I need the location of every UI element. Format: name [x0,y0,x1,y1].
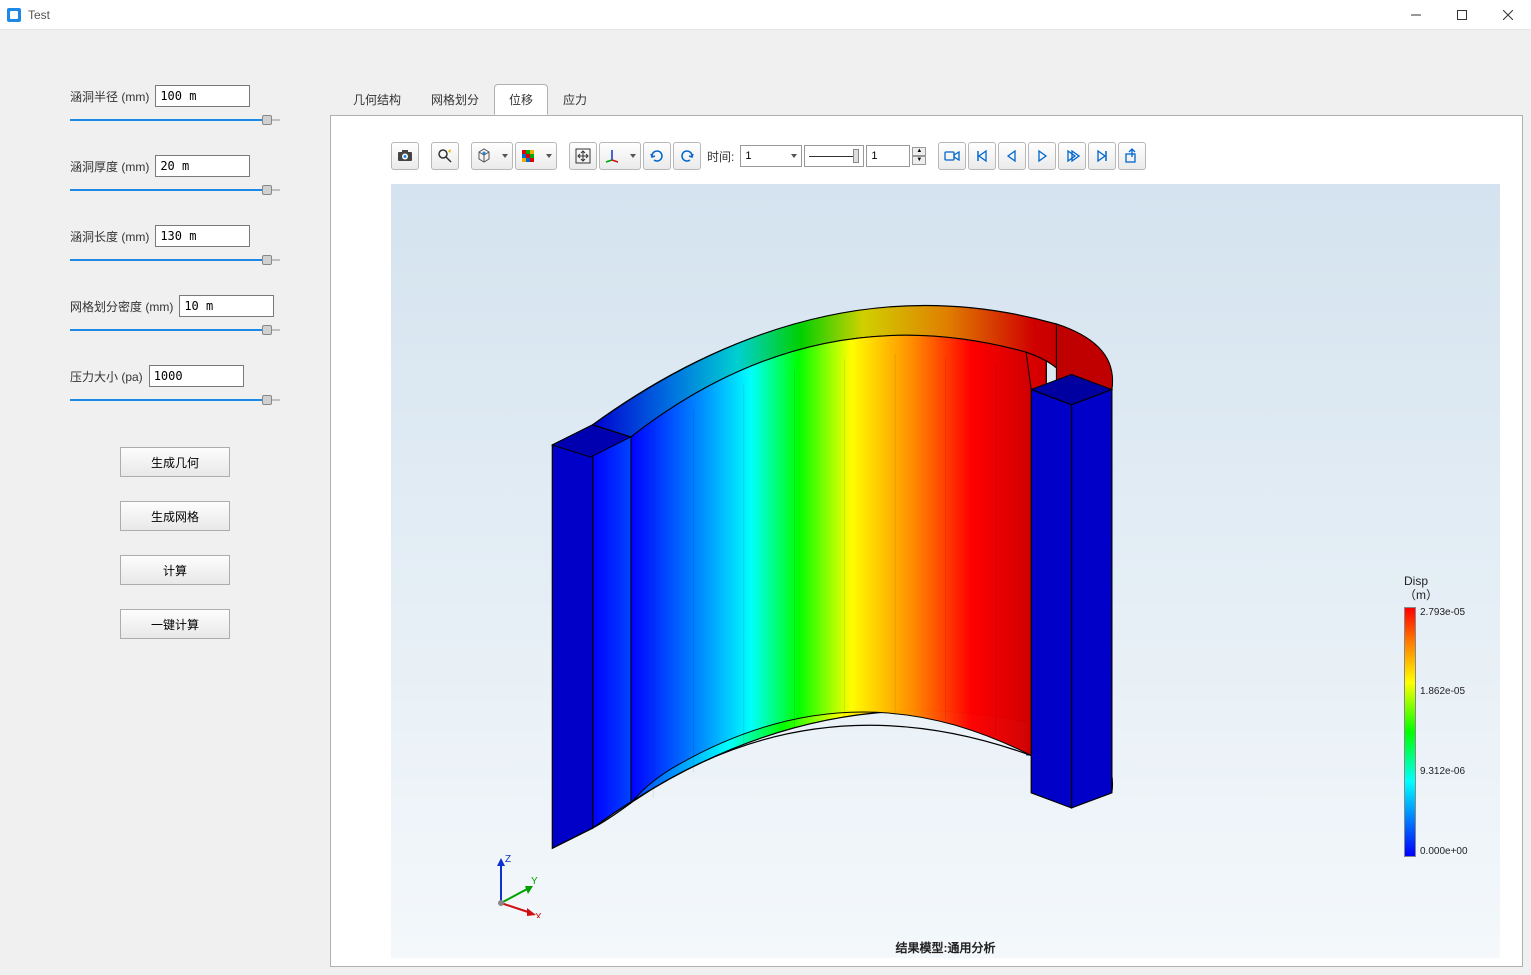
play-icon[interactable] [1028,142,1056,170]
param-label: 网格划分密度 (mm) [70,298,173,315]
parameters-panel: 涵洞半径 (mm) 涵洞厚度 (mm) 涵洞长度 (mm) 网格划分密度 ( [0,30,330,975]
first-frame-icon[interactable] [968,142,996,170]
title-bar: Test [0,0,1531,30]
action-button[interactable]: 一键计算 [120,609,230,639]
rotate-ccw-icon[interactable] [673,142,701,170]
view-tabs: 几何结构网格划分位移应力 [330,85,1531,115]
tab[interactable]: 位移 [494,84,548,115]
close-button[interactable] [1485,0,1531,30]
colorbar-tick: 2.793e-05 [1420,607,1468,618]
viewport-canvas[interactable]: Z Y X Disp（m） 2.793e-051.86 [391,184,1500,958]
rotate-cw-icon[interactable] [643,142,671,170]
param-label: 涵洞半径 (mm) [70,88,149,105]
step-value: 1 [871,150,877,162]
step-spinner[interactable]: ▲▼ [912,147,926,165]
param-input[interactable] [179,295,274,317]
param-label: 涵洞厚度 (mm) [70,158,149,175]
param-input[interactable] [155,155,250,177]
svg-text:X: X [535,912,542,918]
timeline-slider[interactable] [804,145,864,167]
model-render [391,184,1500,958]
view-mode-icon[interactable] [471,142,513,170]
result-model-label: 结果模型:通用分析 [896,939,996,956]
param-row: 涵洞长度 (mm) [70,225,280,267]
param-input[interactable] [155,225,250,247]
tab[interactable]: 应力 [548,84,602,115]
minimize-button[interactable] [1393,0,1439,30]
colorbar-tick: 1.862e-05 [1420,686,1468,697]
time-value: 1 [745,150,751,162]
time-label: 时间: [707,148,734,165]
window-title: Test [28,8,50,22]
axes-view-icon[interactable] [599,142,641,170]
param-input[interactable] [155,85,250,107]
colorbar-title: Disp（m） [1404,574,1476,603]
colorbar-tick: 0.000e+00 [1420,846,1468,857]
colorbar-gradient [1404,607,1416,857]
fit-view-icon[interactable] [569,142,597,170]
param-row: 网格划分密度 (mm) [70,295,280,337]
screenshot-icon[interactable] [391,142,419,170]
param-input[interactable] [149,365,244,387]
window-controls [1393,0,1531,30]
tab[interactable]: 几何结构 [338,84,416,115]
param-row: 压力大小 (pa) [70,365,280,407]
param-label: 压力大小 (pa) [70,368,143,385]
tab[interactable]: 网格划分 [416,84,494,115]
param-row: 涵洞半径 (mm) [70,85,280,127]
param-slider[interactable] [70,323,280,337]
viewport-toolbar: 时间: 1 1 ▲▼ [331,136,1522,176]
record-icon[interactable] [938,142,966,170]
colorbar-tick: 9.312e-06 [1420,766,1468,777]
zoom-icon[interactable] [431,142,459,170]
param-slider[interactable] [70,393,280,407]
axes-triad: Z Y X [481,848,551,918]
export-icon[interactable] [1118,142,1146,170]
last-frame-icon[interactable] [1088,142,1116,170]
action-button[interactable]: 生成网格 [120,501,230,531]
next-frame-icon[interactable] [1058,142,1086,170]
color-cube-icon[interactable] [515,142,557,170]
colorbar-ticks: 2.793e-05 1.862e-05 9.312e-06 0.000e+00 [1420,607,1468,857]
svg-text:Y: Y [531,876,538,887]
prev-frame-icon[interactable] [998,142,1026,170]
main-area: 几何结构网格划分位移应力 时间: 1 1 ▲▼ [330,30,1531,975]
action-button[interactable]: 生成几何 [120,447,230,477]
param-slider[interactable] [70,253,280,267]
action-button[interactable]: 计算 [120,555,230,585]
viewport-frame: 时间: 1 1 ▲▼ [330,115,1523,967]
colorbar: Disp（m） 2.793e-05 1.862e-05 9.312e-06 0.000… [1404,574,1476,857]
param-slider[interactable] [70,183,280,197]
time-field[interactable]: 1 [740,145,802,167]
param-row: 涵洞厚度 (mm) [70,155,280,197]
svg-text:Z: Z [505,854,511,865]
param-label: 涵洞长度 (mm) [70,228,149,245]
step-field[interactable]: 1 [866,145,910,167]
maximize-button[interactable] [1439,0,1485,30]
app-icon [6,7,22,23]
param-slider[interactable] [70,113,280,127]
